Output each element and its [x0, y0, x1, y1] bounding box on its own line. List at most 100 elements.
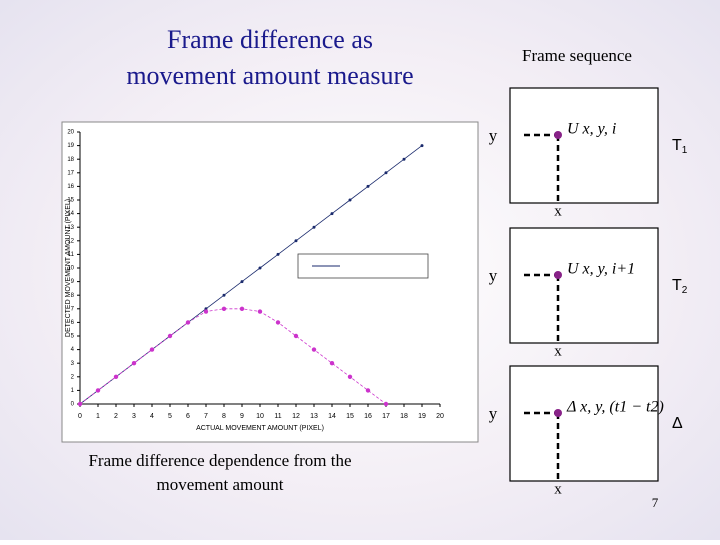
x-tick-label: 10	[256, 413, 264, 420]
formula: Δ x, y, (t1 − t2)	[566, 399, 664, 416]
y-tick-label: 16	[67, 184, 74, 190]
y-tick-label: 8	[71, 293, 75, 299]
pixel-dot	[554, 271, 562, 279]
x-tick-label: 2	[114, 413, 118, 420]
data-point	[329, 361, 335, 366]
data-point	[312, 225, 316, 229]
tag-text: Δ	[672, 415, 683, 432]
y-tick-label: 1	[71, 388, 75, 394]
y-tick-label: 13	[67, 225, 74, 231]
data-point	[384, 171, 388, 175]
frame-tag: T1	[672, 137, 688, 155]
y-tick-label: 5	[71, 334, 75, 340]
frame	[509, 365, 659, 482]
x-tick-label: 20	[436, 413, 444, 420]
x-tick-label: 5	[168, 413, 172, 420]
frame	[509, 227, 659, 344]
data-point	[167, 333, 173, 339]
caption: movement amount	[156, 475, 283, 494]
x-label: x	[554, 203, 562, 219]
data-point	[420, 144, 424, 148]
x-label: x	[554, 481, 562, 497]
data-point	[383, 401, 389, 407]
x-tick-label: 9	[240, 413, 244, 420]
y-tick-label: 19	[67, 143, 74, 149]
x-tick-label: 14	[328, 413, 336, 420]
data-point	[239, 306, 245, 311]
y-tick-label: 15	[67, 198, 74, 204]
frame-tag: T2	[672, 277, 688, 295]
x-tick-label: 3	[132, 413, 136, 420]
y-label: y	[489, 404, 498, 423]
x-tick-label: 6	[186, 413, 190, 420]
x-tick-label: 15	[346, 413, 354, 420]
data-point	[221, 306, 227, 311]
y-tick-label: 11	[68, 252, 75, 258]
data-point	[276, 252, 280, 256]
x-tick-label: 16	[364, 413, 372, 420]
y-label: y	[489, 126, 498, 145]
x-tick-label: 19	[418, 413, 426, 420]
data-point	[365, 388, 371, 393]
x-label: x	[554, 343, 562, 359]
tag-sub: 2	[682, 285, 688, 296]
frame	[509, 87, 659, 204]
data-point	[293, 333, 299, 339]
y-tick-label: 7	[71, 306, 75, 312]
page-number: 7	[652, 495, 659, 510]
data-point	[203, 309, 209, 314]
data-point	[366, 184, 370, 188]
title: Frame difference as	[167, 25, 373, 54]
data-point	[113, 374, 119, 379]
y-tick-label: 0	[71, 402, 75, 408]
x-tick-label: 1	[96, 413, 100, 420]
data-point	[131, 361, 137, 366]
tag-sub: 1	[682, 145, 688, 156]
y-tick-label: 20	[67, 130, 74, 136]
y-tick-label: 2	[71, 374, 75, 380]
x-tick-label: 13	[310, 413, 318, 420]
x-axis-label: ACTUAL MOVEMENT AMOUNT (PIXEL)	[196, 425, 324, 432]
y-tick-label: 18	[67, 157, 74, 163]
data-point	[347, 374, 353, 379]
x-tick-label: 8	[222, 413, 226, 420]
y-tick-label: 17	[67, 170, 74, 176]
data-point	[222, 293, 226, 297]
y-label: y	[489, 266, 498, 285]
caption: Frame difference dependence from the	[88, 451, 351, 470]
data-point	[240, 280, 244, 284]
frames-heading: Frame sequence	[522, 46, 632, 65]
formula: U x, y, i	[567, 121, 616, 138]
data-point	[95, 388, 101, 393]
x-tick-label: 18	[400, 413, 408, 420]
data-point	[149, 347, 155, 352]
y-tick-label: 3	[71, 361, 75, 367]
pixel-dot	[554, 131, 562, 139]
x-tick-label: 11	[274, 413, 281, 420]
data-point	[275, 320, 281, 325]
data-point	[258, 266, 262, 270]
x-tick-label: 4	[150, 413, 154, 420]
data-point	[311, 347, 317, 352]
data-point	[185, 320, 191, 325]
x-tick-label: 7	[204, 413, 208, 420]
y-tick-label: 10	[67, 266, 74, 272]
y-tick-label: 12	[67, 238, 74, 244]
y-axis-label: DETECTED MOVEMENT AMOUNT (PIXEL)	[65, 199, 72, 337]
frame-tag: Δ	[672, 415, 683, 432]
y-tick-label: 4	[71, 347, 75, 353]
chart-panel	[61, 121, 479, 443]
tag-text: T	[672, 277, 682, 294]
data-point	[330, 212, 334, 216]
title: movement amount measure	[126, 61, 413, 90]
formula: U x, y, i+1	[567, 261, 635, 278]
y-tick-label: 14	[67, 211, 74, 217]
y-tick-label: 6	[71, 320, 75, 326]
y-tick-label: 9	[71, 279, 75, 285]
x-tick-label: 0	[78, 413, 82, 420]
data-point	[348, 198, 352, 202]
data-point	[257, 309, 263, 314]
pixel-dot	[554, 409, 562, 417]
data-point	[77, 401, 83, 407]
